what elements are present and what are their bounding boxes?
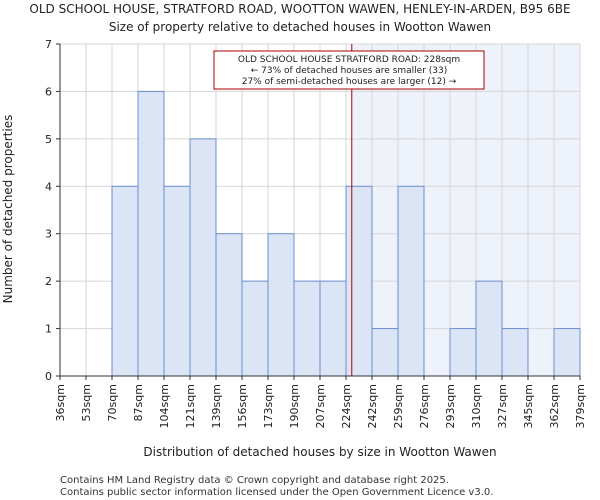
x-tick-label: 276sqm <box>418 384 431 428</box>
annotation-box <box>213 50 485 90</box>
x-tick-label: 36sqm <box>54 384 67 421</box>
bar <box>293 280 321 377</box>
x-tick-label: 156sqm <box>236 384 249 428</box>
bar <box>345 185 373 377</box>
x-tick-label: 104sqm <box>158 384 171 428</box>
bar <box>553 328 581 377</box>
x-tick-label: 345sqm <box>522 384 535 428</box>
bar <box>371 328 399 377</box>
x-tick-label: 259sqm <box>392 384 405 428</box>
y-tick-label: 6 <box>45 85 52 98</box>
y-tick-label: 0 <box>45 370 52 383</box>
chart-subtitle: Size of property relative to detached ho… <box>109 20 491 34</box>
x-tick-label: 173sqm <box>262 384 275 428</box>
x-tick-label: 293sqm <box>444 384 457 428</box>
y-tick-label: 1 <box>45 323 52 336</box>
bar <box>137 90 165 377</box>
chart-title: OLD SCHOOL HOUSE, STRATFORD ROAD, WOOTTO… <box>29 2 570 16</box>
x-tick-label: 362sqm <box>548 384 561 428</box>
x-tick-label: 53sqm <box>80 384 93 421</box>
footer-line-2: Contains public sector information licen… <box>60 487 493 498</box>
footer-line-1: Contains HM Land Registry data © Crown c… <box>60 475 449 486</box>
y-tick-label: 2 <box>45 275 52 288</box>
x-tick-label: 121sqm <box>184 384 197 428</box>
annotation-line-1: OLD SCHOOL HOUSE STRATFORD ROAD: 228sqm <box>238 55 460 65</box>
bar <box>475 280 503 377</box>
bar <box>397 185 425 377</box>
x-tick-label: 139sqm <box>210 384 223 428</box>
x-tick-label: 224sqm <box>340 384 353 428</box>
bar <box>241 280 269 377</box>
bar <box>267 233 295 377</box>
x-tick-label: 190sqm <box>288 384 301 428</box>
x-tick-label: 70sqm <box>106 384 119 421</box>
x-tick-label: 87sqm <box>132 384 145 421</box>
bar <box>501 328 529 377</box>
x-axis-label: Distribution of detached houses by size … <box>143 445 496 459</box>
x-tick-label: 310sqm <box>470 384 483 428</box>
annotation-line-3: 27% of semi-detached houses are larger (… <box>242 77 457 87</box>
bar <box>111 185 139 377</box>
y-tick-label: 3 <box>45 228 52 241</box>
bar <box>215 233 243 377</box>
bar <box>163 185 191 377</box>
x-tick-label: 379sqm <box>574 384 587 428</box>
y-tick-label: 4 <box>45 180 52 193</box>
bar <box>449 328 477 377</box>
y-tick-label: 7 <box>45 38 52 51</box>
bar <box>319 280 347 377</box>
plot-area: 0 1 2 3 4 5 6 7 36sqm 53sqm 70sqm 87sqm 104sqm 121sqm… <box>45 38 587 428</box>
y-axis-label: Number of detached properties <box>1 115 15 304</box>
highlight-region <box>351 44 580 376</box>
annotation-line-2: ← 73% of detached houses are smaller (33… <box>251 66 448 76</box>
x-tick-label: 327sqm <box>496 384 509 428</box>
x-tick-label: 242sqm <box>366 384 379 428</box>
y-tick-label: 5 <box>45 133 52 146</box>
bar <box>189 138 217 377</box>
x-tick-label: 207sqm <box>314 384 327 428</box>
